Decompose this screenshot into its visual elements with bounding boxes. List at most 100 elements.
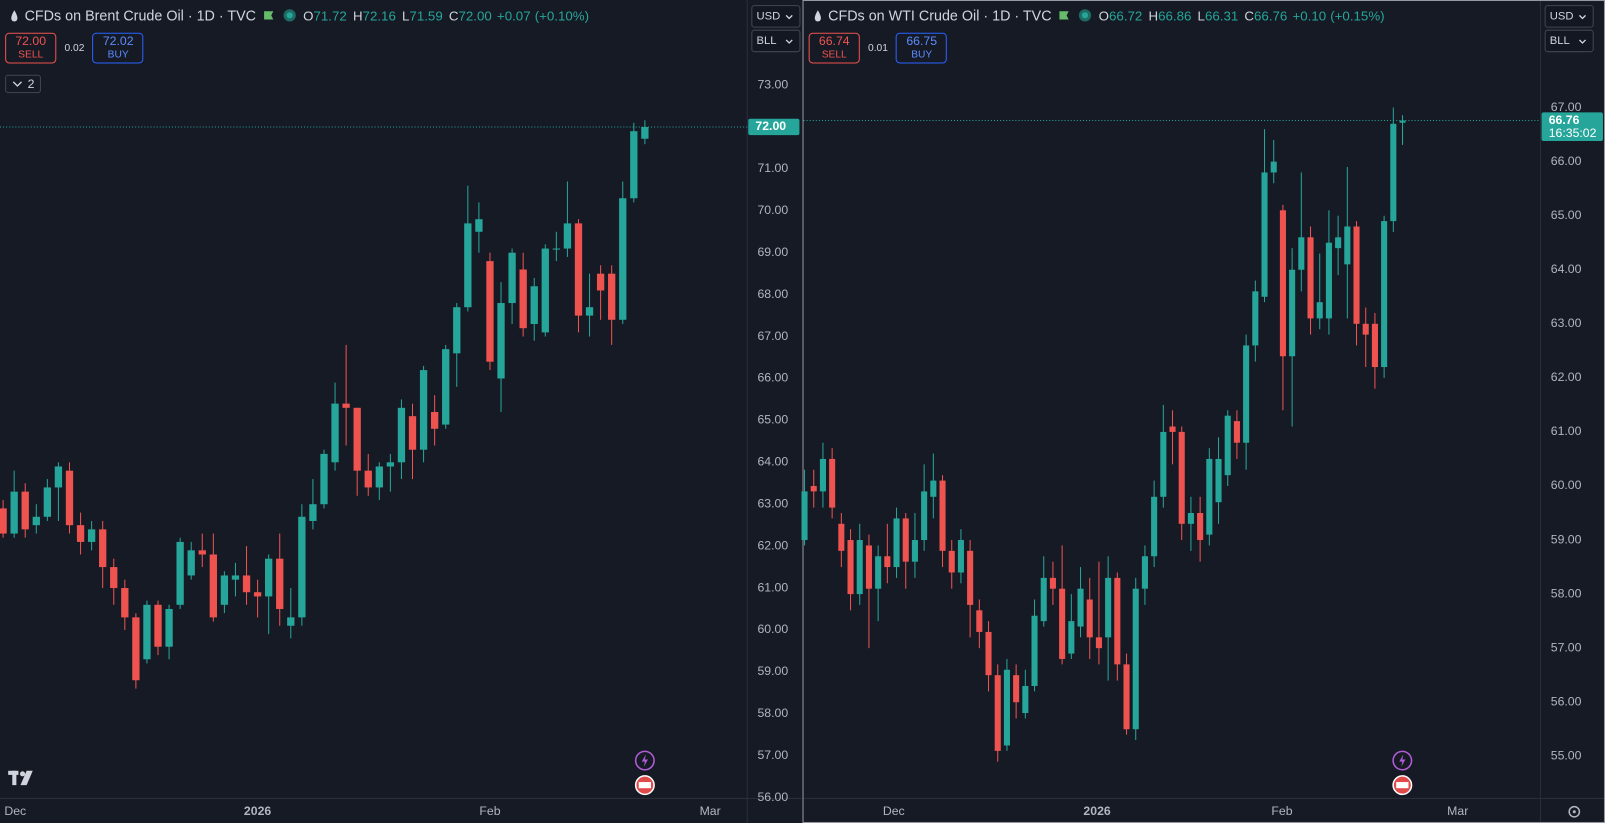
candle-body (948, 550, 955, 573)
unit-select[interactable]: BLL (751, 29, 801, 53)
buy-button[interactable]: 66.75 BUY (896, 32, 948, 64)
sell-button[interactable]: 66.74 SELL (808, 32, 860, 64)
ohlc-key: H (352, 7, 363, 24)
candle-body (1381, 221, 1388, 368)
candle-body (856, 540, 863, 595)
flag-icon (1059, 11, 1069, 20)
currency-select[interactable]: USD (1544, 5, 1594, 28)
chart-title: CFDs on WTI Crude Oil · 1D · TVC (828, 7, 1052, 24)
y-tick-label: 65.00 (1551, 208, 1582, 222)
y-tick-label: 66.00 (1551, 154, 1582, 168)
candle-body (320, 453, 328, 505)
ohlc-value: 72.00 (458, 7, 492, 24)
candle-body (1371, 323, 1378, 368)
candle-body (99, 529, 107, 568)
y-tick-label: 57.00 (757, 748, 788, 762)
sell-button[interactable]: 72.00 SELL (5, 32, 57, 64)
x-tick-label: 2026 (244, 804, 271, 818)
buy-button[interactable]: 72.02 BUY (92, 32, 144, 64)
candle-body (641, 126, 649, 139)
candle-body (32, 516, 40, 526)
y-tick-label: 69.00 (757, 245, 788, 259)
candle-body (1049, 577, 1056, 589)
candle-body (1114, 577, 1121, 665)
buy-price: 72.02 (102, 33, 134, 49)
candle-body (1123, 664, 1130, 730)
ohlc-value: 66.76 (1254, 7, 1288, 24)
candle-body (608, 273, 616, 320)
y-tick-label: 60.00 (1551, 478, 1582, 492)
candle-body (911, 540, 918, 562)
unit-select[interactable]: BLL (1544, 29, 1594, 53)
candle-body (1307, 237, 1314, 319)
y-tick-label: 67.00 (757, 329, 788, 343)
candle-body (187, 550, 195, 576)
candle-body (1362, 323, 1369, 335)
candle-body (497, 303, 505, 379)
candle-body (1095, 637, 1102, 649)
y-tick-label: 59.00 (757, 664, 788, 678)
last-price-label: 72.00 (755, 119, 786, 133)
settings-icon[interactable] (1568, 805, 1581, 818)
trade-panel: 72.00 SELL 0.02 72.02 BUY (5, 32, 144, 64)
currency-label: USD (756, 10, 781, 23)
candle-body (54, 466, 63, 488)
candles (0, 120, 649, 689)
currency-label: USD (1549, 10, 1574, 23)
buy-price: 66.75 (906, 33, 938, 49)
ohlc-key: L (402, 7, 410, 24)
candle-body (957, 540, 964, 573)
y-tick-label: 62.00 (1551, 370, 1582, 384)
candle-body (143, 604, 151, 660)
candle-body (331, 403, 339, 463)
drop-icon (11, 10, 18, 22)
buy-label: BUY (107, 49, 129, 61)
indicators-toggle[interactable]: 2 (5, 74, 41, 94)
y-tick-label: 60.00 (757, 622, 788, 636)
ohlc-readout: O 66.72 H 66.86 L 66.31 C 66.76 +0.10 (+0.15%) (1099, 8, 1385, 23)
y-tick-label: 70.00 (757, 203, 788, 217)
y-tick-label: 66.00 (757, 371, 788, 385)
sell-label: SELL (821, 49, 847, 61)
candle-body (298, 516, 306, 618)
candle-body (1197, 513, 1204, 541)
candle-body (619, 198, 627, 320)
candle-body (930, 480, 937, 497)
drop-icon (814, 10, 821, 22)
candle-body (884, 556, 891, 568)
candle-body (875, 556, 882, 589)
candle-body (530, 286, 538, 324)
candle-body (397, 407, 406, 463)
candle-body (1169, 426, 1176, 432)
candle-body (541, 248, 549, 333)
last-price-tag (1541, 112, 1603, 142)
candle-body (1013, 675, 1020, 703)
candle-body (375, 466, 383, 488)
candle-body (176, 541, 184, 605)
events-icons (634, 750, 1413, 796)
candle-body (1233, 421, 1240, 443)
ohlc-key: O (303, 7, 314, 24)
candle-body (442, 349, 450, 425)
last-price-label: 66.76 (1549, 113, 1580, 127)
candle-body (265, 558, 273, 597)
currency-select[interactable]: USD (751, 5, 801, 28)
ohlc-value: 66.86 (1158, 7, 1192, 24)
chevron-icon (1578, 39, 1587, 44)
candle-body (242, 575, 251, 593)
candle-body (1187, 513, 1194, 524)
candle-body (110, 567, 118, 589)
x-tick-label: Feb (479, 804, 500, 818)
candle-body (847, 540, 854, 595)
sell-label: SELL (18, 49, 44, 61)
candle-body (309, 504, 317, 521)
candle-body (132, 617, 140, 681)
chevron-icon (1578, 14, 1587, 20)
candle-body (1270, 161, 1277, 173)
candle-body (430, 411, 439, 429)
candle-body (43, 487, 52, 517)
candle-body (231, 575, 240, 580)
candle-body (819, 458, 826, 492)
candles (801, 107, 1406, 762)
candle-body (364, 470, 372, 488)
